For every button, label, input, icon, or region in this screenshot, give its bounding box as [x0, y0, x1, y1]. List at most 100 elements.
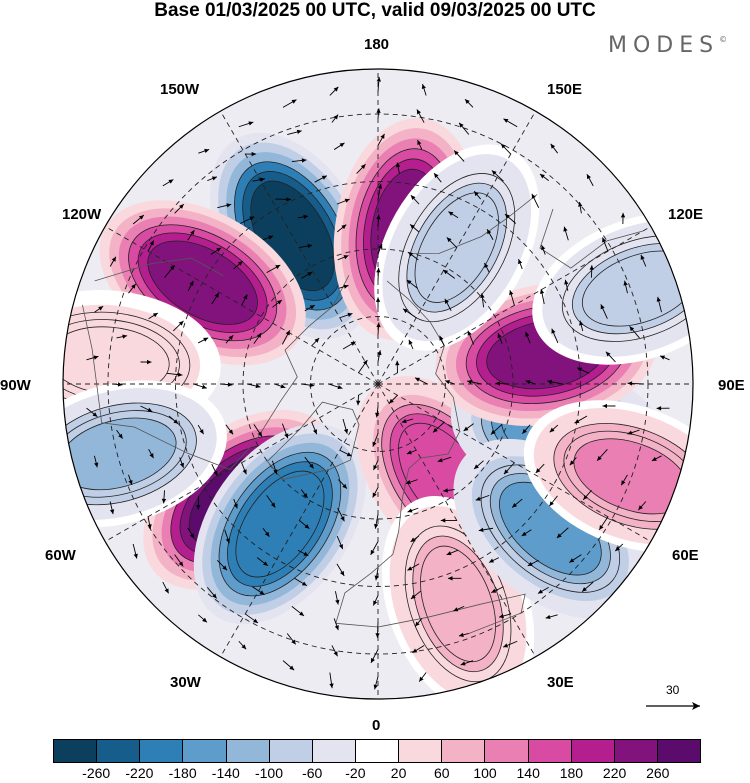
- wind-arrow: [356, 163, 366, 174]
- wind-arrow: [598, 516, 609, 531]
- wind-arrow: [589, 265, 594, 278]
- wind-arrow: [509, 290, 515, 306]
- wind-arrow: [373, 676, 379, 690]
- wind-arrow: [336, 224, 347, 233]
- wind-arrow: [473, 190, 481, 200]
- wind-arrow: [563, 226, 569, 241]
- wind-arrow: [453, 150, 465, 162]
- wind-arrow: [463, 423, 474, 432]
- wind-arrow: [262, 527, 270, 537]
- colorbar-swatch: [269, 740, 313, 762]
- wind-arrow: [337, 507, 345, 522]
- wind-arrow: [406, 279, 418, 289]
- wind-arrow: [196, 495, 201, 510]
- wind-arrow: [128, 283, 137, 294]
- wind-arrow: [198, 148, 210, 154]
- colorbar-tick-label: -260: [82, 765, 111, 781]
- wind-arrow: [172, 320, 184, 332]
- wind-arrow: [414, 618, 423, 627]
- wind-arrow: [416, 109, 425, 123]
- wind-arrow: [187, 280, 194, 292]
- wind-arrow: [407, 563, 420, 571]
- wind-arrow: [586, 173, 594, 187]
- wind-arrow: [109, 501, 115, 515]
- wind-arrow: [233, 498, 238, 509]
- wind-arrow: [274, 383, 286, 389]
- wind-arrow: [311, 337, 320, 347]
- wind-arrow: [640, 254, 647, 267]
- wind-arrow: [376, 267, 381, 281]
- wind-arrow: [375, 622, 380, 638]
- wind-arrow: [281, 423, 289, 439]
- wind-arrow: [605, 351, 616, 363]
- wind-arrow: [453, 605, 465, 612]
- wind-arrow: [564, 279, 569, 291]
- wind-arrow: [410, 535, 420, 543]
- wind-arrow: [406, 449, 417, 455]
- wind-arrow: [377, 183, 383, 200]
- wind-arrow: [458, 122, 470, 135]
- wind-arrow: [224, 529, 230, 544]
- wind-arrow: [297, 214, 309, 220]
- wind-arrow: [282, 99, 297, 108]
- wind-arrow: [329, 86, 339, 96]
- wind-arrow: [140, 405, 153, 413]
- wind-arrow: [338, 284, 349, 289]
- wind-arrow: [333, 142, 345, 150]
- wind-arrow: [372, 487, 379, 498]
- wind-arrow: [331, 114, 339, 123]
- wind-arrow: [502, 640, 518, 648]
- wind-arrow: [600, 304, 608, 319]
- wind-arrow: [314, 175, 328, 183]
- anomaly-contour: [235, 470, 325, 578]
- map-border: [62, 68, 694, 700]
- wind-arrow: [375, 406, 380, 418]
- wind-arrow: [464, 98, 474, 108]
- wind-arrow: [659, 355, 670, 361]
- wind-arrow: [418, 672, 427, 682]
- wind-arrow: [537, 586, 549, 594]
- wind-arrow: [207, 176, 218, 182]
- wind-vectors: [86, 76, 670, 690]
- wind-arrow: [338, 479, 348, 489]
- wind-arrow: [484, 262, 490, 273]
- wind-arrow: [164, 265, 175, 278]
- wind-arrow: [334, 591, 340, 605]
- wind-arrow: [299, 243, 313, 249]
- colorbar-swatch: [312, 740, 356, 762]
- wind-arrow: [656, 406, 670, 411]
- wind-arrow: [412, 645, 425, 654]
- wind-arrow: [225, 334, 234, 344]
- coastline: [267, 401, 360, 480]
- wind-arrow: [375, 297, 381, 308]
- wind-arrow: [377, 243, 383, 254]
- wind-arrow: [128, 474, 133, 486]
- wind-arrow: [497, 332, 503, 344]
- wind-arrow: [271, 460, 278, 475]
- wind-arrow: [627, 381, 644, 386]
- coastline: [539, 208, 644, 269]
- wind-arrow: [86, 407, 98, 418]
- wind-arrow: [491, 586, 504, 594]
- wind-arrow: [581, 581, 594, 593]
- wind-arrow: [503, 118, 518, 128]
- coastline: [82, 275, 350, 470]
- wind-arrow: [281, 330, 291, 345]
- wind-arrow: [410, 590, 421, 600]
- wind-arrow: [401, 418, 414, 424]
- wind-arrow: [504, 213, 517, 224]
- wind-arrow: [651, 455, 662, 462]
- lon-label-30e: 30E: [547, 674, 574, 691]
- lon-label-150w: 150W: [160, 81, 200, 98]
- wind-arrow: [140, 359, 152, 365]
- wind-arrow: [336, 535, 344, 550]
- wind-arrow: [491, 170, 504, 182]
- lon-label-120e: 120E: [668, 206, 704, 223]
- wind-arrow: [298, 520, 310, 530]
- wind-arrow: [333, 618, 339, 631]
- reference-vector-value: 30: [666, 683, 680, 697]
- wind-arrow: [358, 359, 368, 374]
- wind-arrow: [637, 501, 647, 511]
- colorbar-swatch: [571, 740, 615, 762]
- wind-arrow: [286, 633, 297, 645]
